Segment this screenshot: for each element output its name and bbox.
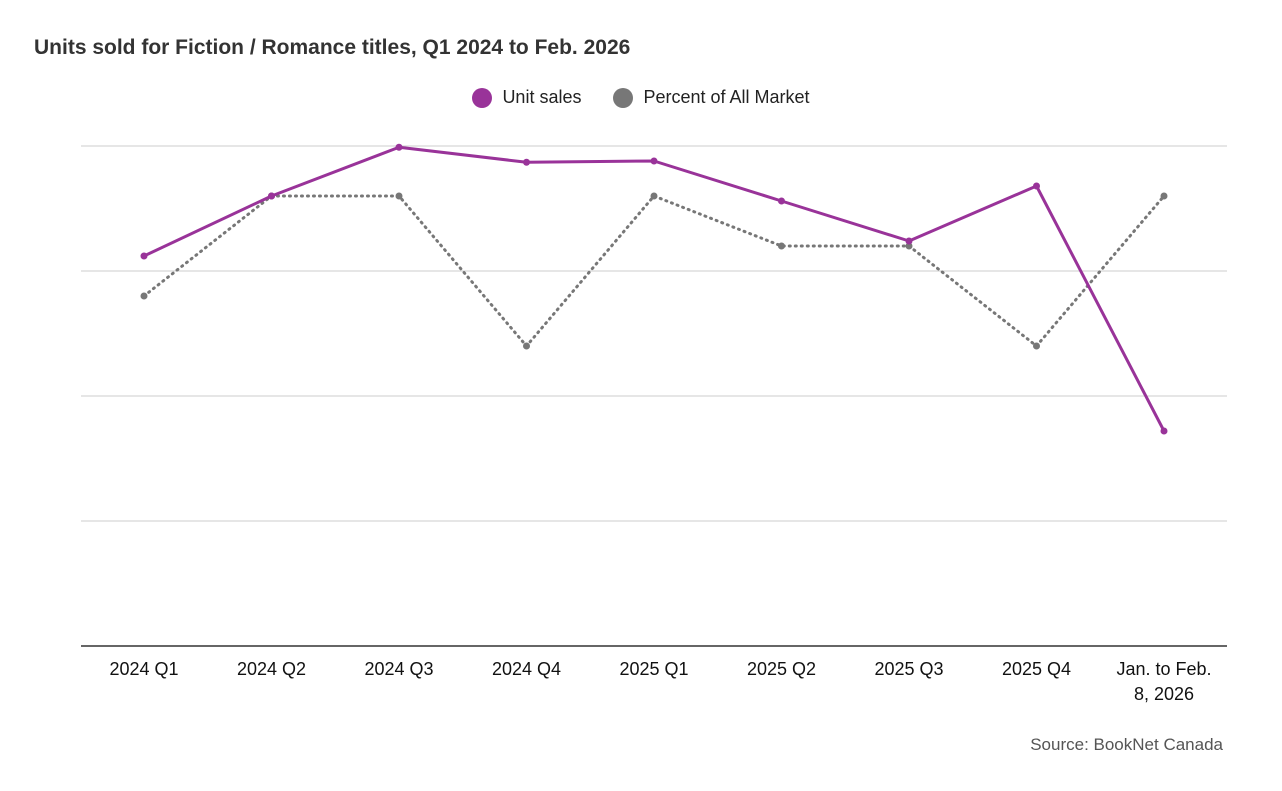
data-point-percent-market <box>1160 192 1168 200</box>
data-point-percent-market <box>395 192 403 200</box>
data-point-percent-market <box>778 242 785 250</box>
x-tick-label: 2024 Q4 <box>492 659 561 679</box>
chart-title: Units sold for Fiction / Romance titles,… <box>34 36 631 59</box>
chart-legend: Unit sales Percent of All Market <box>0 87 1282 108</box>
legend-dot-percent-market <box>613 87 634 108</box>
data-point-unit-sales <box>1033 182 1040 190</box>
series-line-unit-sales <box>143 145 1166 432</box>
legend-item-unit-sales[interactable]: Unit sales <box>472 87 581 108</box>
data-point-unit-sales <box>1160 427 1168 435</box>
x-tick-label: 2025 Q3 <box>874 659 943 679</box>
x-tick-label: 2024 Q2 <box>237 659 306 679</box>
x-tick-label: 2025 Q1 <box>619 659 688 679</box>
x-tick-label: 2024 Q3 <box>364 659 433 679</box>
data-point-percent-market <box>905 242 913 250</box>
data-point-percent-market <box>1033 342 1040 350</box>
x-tick-label: 2025 Q4 <box>1002 659 1071 679</box>
legend-label-unit-sales: Unit sales <box>502 87 582 107</box>
data-point-unit-sales <box>523 158 530 166</box>
data-point-unit-sales <box>268 192 275 200</box>
x-tick-label: Jan. to Feb. 8, 2026 <box>1116 659 1211 704</box>
data-point-unit-sales <box>650 157 658 165</box>
data-point-unit-sales <box>140 252 148 260</box>
data-point-percent-market <box>140 292 148 300</box>
legend-dot-unit-sales <box>472 87 493 108</box>
data-point-percent-market <box>650 192 658 200</box>
x-tick-label: 2025 Q2 <box>747 659 816 679</box>
source-note: Source: BookNet Canada <box>1030 735 1223 754</box>
legend-label-percent-market: Percent of All Market <box>643 87 810 107</box>
data-point-unit-sales <box>905 237 913 245</box>
data-point-percent-market <box>523 342 530 350</box>
x-tick-label: 2024 Q1 <box>109 659 178 679</box>
legend-item-percent-market[interactable]: Percent of All Market <box>613 87 810 108</box>
data-point-unit-sales <box>395 143 403 151</box>
data-point-unit-sales <box>778 197 785 205</box>
